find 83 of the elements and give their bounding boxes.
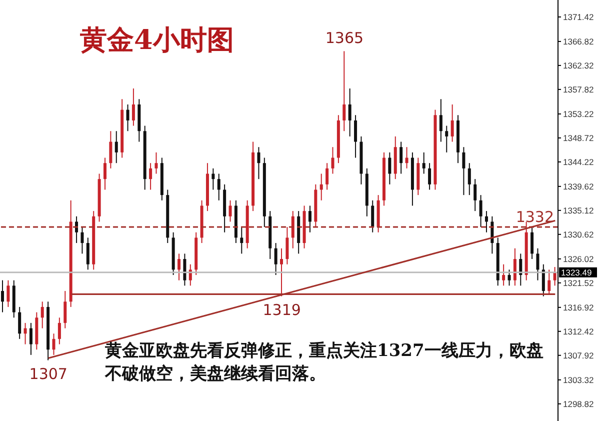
y-tick-label: 1357.82: [563, 84, 594, 94]
y-tick-label: 1339.62: [563, 181, 594, 192]
y-tick-label: 1307.92: [563, 350, 594, 360]
candlestick: [320, 173, 323, 201]
candlestick: [405, 146, 408, 169]
candlestick: [18, 306, 22, 340]
candlestick: [348, 88, 352, 137]
candlestick: [80, 226, 84, 254]
candlestick: [126, 104, 130, 132]
candlestick: [462, 146, 466, 196]
candlestick: [183, 253, 186, 286]
candlestick: [240, 226, 244, 254]
candlestick: [24, 322, 27, 345]
y-tick-label: 1330.62: [563, 229, 594, 240]
text: 黄金4小时图: [80, 24, 234, 58]
candlestick: [474, 178, 477, 212]
candlestick: [217, 173, 220, 201]
candlestick: [536, 248, 540, 281]
candlestick: [388, 152, 392, 185]
y-tick-label: 1298.82: [563, 398, 594, 409]
candlestick: [468, 162, 471, 196]
candlestick: [326, 162, 329, 190]
y-tick-label: 1371.42: [563, 12, 594, 22]
annotation: 1307: [29, 364, 68, 383]
y-tick-label: 1344.22: [563, 156, 594, 167]
annotation: 1365: [325, 29, 364, 48]
y-tick-label: 1362.32: [563, 60, 594, 70]
candlestick: [519, 253, 522, 286]
candlestick: [109, 130, 112, 169]
y-tick-label: 1366.82: [563, 36, 594, 46]
y-tick-label: 1326.02: [563, 254, 594, 264]
candlestick: [286, 226, 289, 265]
candlestick: [103, 157, 106, 190]
candlestick: [484, 210, 488, 233]
y-tick-label: 1353.22: [563, 108, 594, 119]
candlestick: [40, 301, 44, 329]
candlestick: [445, 125, 448, 153]
candlestick: [86, 237, 90, 270]
candlestick: [132, 88, 135, 126]
candlestick: [354, 114, 358, 158]
ref-line-label: 1332: [516, 208, 554, 226]
y-tick-label: 1316.92: [563, 302, 594, 312]
candlestick: [371, 200, 374, 233]
candlestick: [228, 200, 232, 222]
candlestick: [450, 104, 454, 142]
candlestick: [274, 242, 278, 276]
candlestick: [331, 146, 334, 174]
candlestick: [29, 322, 32, 356]
candlestick: [508, 269, 511, 286]
candlestick: [58, 317, 61, 345]
y-tick-label: 1312.42: [563, 326, 594, 336]
candlestick: [178, 253, 181, 281]
candlestick: [280, 248, 283, 297]
candlestick: [154, 152, 158, 174]
annotation: 1319: [262, 300, 301, 319]
candlestick: [342, 50, 346, 132]
candlestick: [548, 269, 551, 294]
annotation: 黄金亚欧盘先看反弹修正，重点关注1327一线压力，欧盘不破做空，美盘继续看回落。: [105, 340, 544, 386]
candlestick: [6, 280, 10, 308]
candlestick: [439, 98, 442, 142]
candlestick: [400, 141, 403, 174]
candlestick: [257, 146, 260, 180]
candlestick: [291, 210, 294, 249]
candlestick: [114, 130, 118, 164]
candlestick: [542, 264, 545, 297]
candlestick: [149, 162, 152, 190]
candlestick: [64, 290, 67, 329]
y-tick-label: 1335.12: [563, 205, 594, 216]
candlestick: [479, 194, 482, 228]
candlestick: [502, 264, 506, 286]
y-tick-label: 1348.72: [563, 132, 594, 143]
candlestick: [1, 280, 4, 313]
candlestick: [422, 152, 426, 174]
candlestick: [308, 205, 312, 233]
y-tick-label: 1303.32: [563, 374, 594, 385]
candlestick: [530, 226, 534, 260]
candlestick: [513, 248, 516, 286]
ref-line-label: 1323.49: [561, 267, 592, 278]
candlestick: [212, 168, 215, 190]
candlestick: [428, 162, 432, 190]
candlestick: [52, 333, 56, 356]
y-tick-label: 1321.52: [563, 278, 594, 288]
candlestick: [553, 266, 556, 286]
